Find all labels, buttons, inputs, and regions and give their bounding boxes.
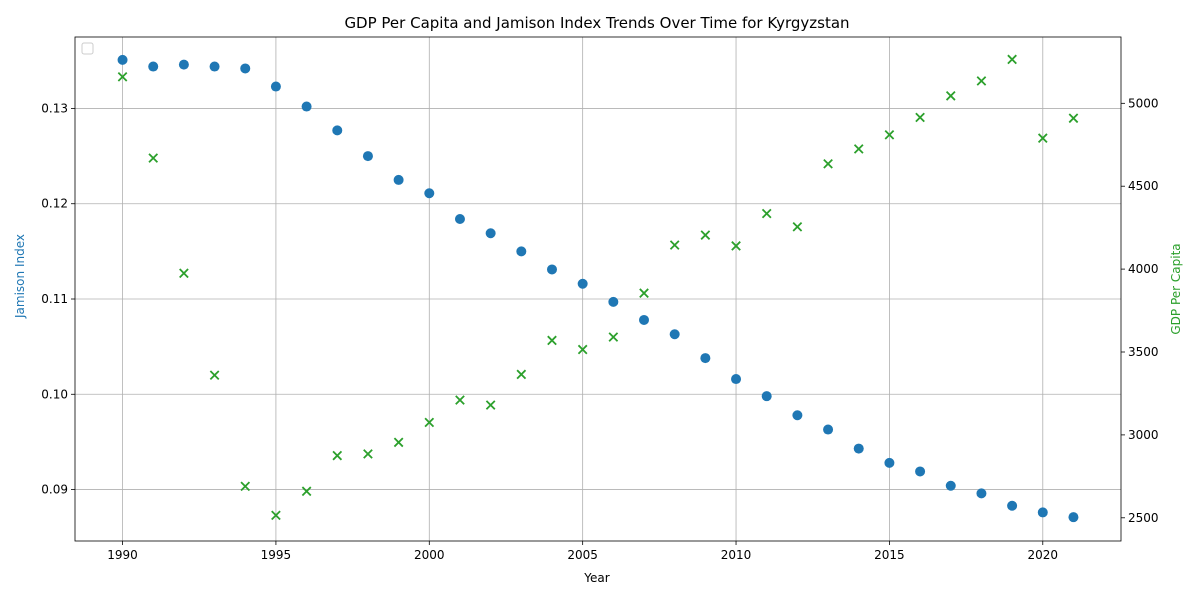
y-axis-right-label: GDP Per Capita [1169, 243, 1183, 334]
jamison-point [700, 353, 711, 364]
x-tick-label: 2010 [721, 548, 752, 562]
jamison-point [1068, 512, 1079, 523]
jamison-point [362, 151, 373, 162]
gdp-point [945, 91, 956, 101]
jamison-point [639, 314, 650, 325]
gdp-point [424, 417, 435, 428]
axes: 1990 1995 2000 2005 2010 2015 2020 0.09 0.10 0.11… [41, 36, 1159, 562]
gdp-point [761, 208, 772, 219]
jamison-point [270, 81, 281, 92]
y-right-tick-label: 3000 [1128, 428, 1159, 442]
y-right-tick-label: 4000 [1128, 262, 1159, 276]
grid [75, 37, 1121, 541]
y-left-tick-label: 0.13 [41, 101, 68, 115]
jamison-point [884, 457, 895, 468]
gdp-point [393, 437, 404, 448]
jamison-point [731, 374, 742, 385]
jamison-point [976, 488, 987, 499]
gdp-point [179, 268, 189, 279]
y-left-tick-label: 0.11 [41, 292, 68, 306]
gdp-point [516, 369, 527, 380]
series-layer [117, 54, 1079, 523]
gdp-point [639, 288, 649, 298]
x-tick-label: 1990 [107, 548, 138, 562]
chart-title: GDP Per Capita and Jamison Index Trends … [344, 14, 849, 32]
jamison-point [393, 174, 404, 185]
gdp-point [884, 129, 895, 140]
jamison-point [240, 63, 251, 74]
gdp-point [1037, 133, 1048, 143]
y-left-tick-label: 0.10 [41, 387, 68, 401]
jamison-point [117, 54, 128, 65]
gdp-point [976, 76, 987, 86]
jamison-point [424, 188, 435, 199]
gdp-point [117, 71, 128, 82]
jamison-point [301, 101, 312, 112]
gdp-point [547, 335, 557, 346]
x-tick-label: 2020 [1028, 548, 1059, 562]
x-axis-label: Year [583, 571, 609, 585]
jamison-point [1037, 507, 1048, 518]
jamison-point [332, 125, 343, 136]
jamison-point [485, 228, 496, 239]
jamison-point [823, 424, 834, 435]
jamison-point [761, 391, 772, 402]
jamison-point [454, 213, 465, 224]
x-tick-label: 2015 [874, 548, 905, 562]
gdp-point [915, 112, 925, 123]
y-right-tick-label: 2500 [1128, 511, 1159, 525]
y-right-tick-label: 4500 [1128, 179, 1159, 193]
x-tick-label: 2005 [567, 548, 598, 562]
jamison-point [853, 443, 864, 454]
legend-box [81, 42, 94, 55]
y-left-tick-label: 0.12 [41, 197, 68, 211]
gdp-point [455, 395, 465, 405]
gdp-point [209, 370, 220, 381]
jamison-point [577, 278, 588, 289]
gdp-point [731, 241, 741, 251]
jamison-point [516, 246, 527, 257]
gdp-point [1007, 54, 1017, 65]
y-left-tick-label: 0.09 [41, 483, 68, 497]
gdp-point [823, 158, 833, 169]
jamison-point [915, 466, 926, 477]
y-right-tick-label: 5000 [1128, 96, 1159, 110]
gdp-point [485, 400, 496, 410]
gdp-point [240, 481, 251, 492]
gdp-point [792, 221, 803, 232]
y-right-tick-label: 3500 [1128, 345, 1159, 359]
jamison-point [209, 61, 220, 72]
gdp-point [700, 230, 711, 240]
gdp-point [271, 510, 281, 521]
jamison-point [1007, 500, 1018, 511]
jamison-point [945, 480, 956, 491]
jamison-point [669, 329, 680, 340]
gdp-point [301, 486, 312, 497]
jamison-point [546, 264, 557, 275]
gdp-point [148, 153, 159, 163]
jamison-point [792, 410, 803, 421]
gdp-point [332, 450, 343, 461]
jamison-point [608, 296, 619, 307]
gdp-point [1068, 113, 1079, 124]
x-tick-label: 2000 [414, 548, 445, 562]
jamison-point [148, 61, 159, 72]
gdp-point [363, 449, 373, 459]
gdp-point [669, 240, 680, 250]
gdp-point [853, 144, 864, 154]
y-axis-left-label: Jamison Index [13, 234, 27, 319]
gdp-point [608, 332, 619, 342]
gdp-point [577, 344, 588, 355]
plot-frame [74, 36, 1122, 542]
x-tick-label: 1995 [261, 548, 292, 562]
jamison-point [178, 59, 189, 70]
